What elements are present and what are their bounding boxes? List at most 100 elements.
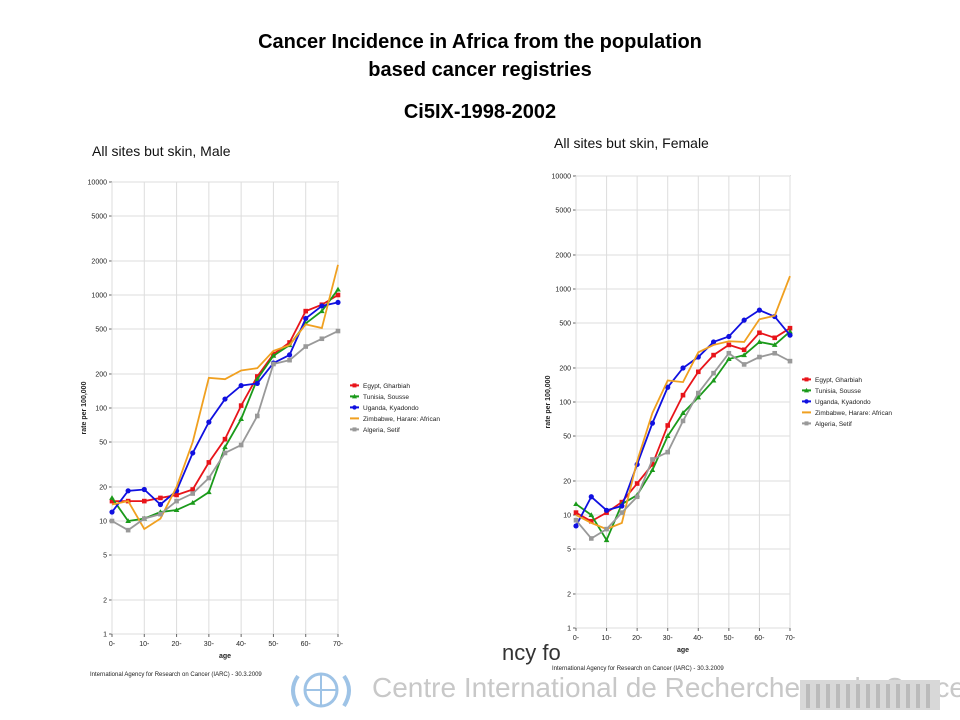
data-point-algeria-setif xyxy=(711,370,716,376)
data-point-algeria-setif xyxy=(141,516,147,521)
legend-marker-uganda-kyadondo xyxy=(352,405,357,410)
legend-label-uganda-kyadondo: Uganda, Kyadondo xyxy=(363,405,419,412)
y-tick-label: 1000 xyxy=(91,293,107,300)
legend-marker-egypt-gharbiah xyxy=(352,383,357,388)
data-point-tunisia-sousse xyxy=(270,352,277,358)
legend-marker-algeria-setif xyxy=(352,427,357,432)
data-point-egypt-gharbiah xyxy=(634,481,640,486)
data-point-egypt-gharbiah xyxy=(174,492,179,498)
data-point-tunisia-sousse xyxy=(741,352,747,358)
x-tick-label: 60- xyxy=(301,641,312,648)
x-tick-label: 60- xyxy=(754,635,765,642)
data-point-algeria-setif xyxy=(125,527,131,533)
data-point-uganda-kyadondo xyxy=(238,382,244,389)
data-point-egypt-gharbiah xyxy=(303,308,309,314)
x-tick-label: 30- xyxy=(204,641,215,648)
data-point-tunisia-sousse xyxy=(238,416,244,421)
x-tick-label: 0- xyxy=(573,635,580,642)
y-tick-label: 2 xyxy=(567,591,571,598)
y-tick-label: 100 xyxy=(95,406,107,413)
legend-marker-egypt-gharbiah xyxy=(804,377,809,382)
data-point-egypt-gharbiah xyxy=(335,292,341,298)
x-tick-label: 50- xyxy=(724,635,735,642)
data-point-algeria-setif xyxy=(206,475,212,481)
chart-female: All sites but skin, Female 1 2 5 10 20 50 100 20… xyxy=(540,128,920,688)
data-point-algeria-setif xyxy=(190,491,196,496)
y-tick-label: 500 xyxy=(95,327,107,334)
data-point-tunisia-sousse xyxy=(726,356,732,362)
data-point-uganda-kyadondo xyxy=(206,419,212,425)
data-point-algeria-setif xyxy=(222,450,228,456)
data-point-algeria-setif xyxy=(665,449,671,455)
x-tick-label: 70- xyxy=(333,641,344,648)
data-point-uganda-kyadondo xyxy=(619,503,625,509)
data-point-egypt-gharbiah xyxy=(695,369,701,375)
data-point-algeria-setif xyxy=(772,350,778,356)
series-line-zimbabwe-harare-african xyxy=(111,264,339,531)
data-point-uganda-kyadondo xyxy=(303,315,309,322)
slide-title-line2: based cancer registries xyxy=(368,59,592,81)
data-point-algeria-setif xyxy=(109,518,115,524)
y-tick-label: 50 xyxy=(99,440,107,447)
data-point-algeria-setif xyxy=(271,361,276,367)
x-tick-label: 0- xyxy=(109,641,116,648)
x-tick-label: 20- xyxy=(172,641,183,648)
data-point-algeria-setif xyxy=(695,390,701,396)
data-point-uganda-kyadondo xyxy=(254,380,260,387)
data-point-tunisia-sousse xyxy=(222,444,228,450)
data-point-uganda-kyadondo xyxy=(649,420,656,426)
legend-marker-algeria-setif xyxy=(804,421,809,426)
slide-subtitle: Ci5IX-1998-2002 xyxy=(403,101,557,123)
y-tick-label: 500 xyxy=(559,321,571,328)
x-tick-label: 20- xyxy=(632,635,643,642)
data-point-algeria-setif xyxy=(573,517,579,523)
x-tick-label: 40- xyxy=(236,641,247,648)
legend-label-egypt-gharbiah: Egypt, Gharbiah xyxy=(815,377,862,384)
data-point-tunisia-sousse xyxy=(254,376,261,382)
data-point-algeria-setif xyxy=(254,413,260,419)
data-point-tunisia-sousse xyxy=(680,410,686,415)
data-point-uganda-kyadondo xyxy=(710,339,717,345)
data-point-egypt-gharbiah xyxy=(141,498,147,504)
chart-title: All sites but skin, Male xyxy=(92,143,231,159)
y-tick-label: 1 xyxy=(567,626,571,633)
data-point-tunisia-sousse xyxy=(125,518,131,523)
data-point-algeria-setif xyxy=(619,510,625,515)
data-point-uganda-kyadondo xyxy=(190,450,196,456)
data-point-egypt-gharbiah xyxy=(680,392,686,398)
x-tick-label: 50- xyxy=(268,641,279,648)
x-tick-label: 10- xyxy=(139,641,150,648)
data-point-algeria-setif xyxy=(303,344,309,349)
legend-label-egypt-gharbiah: Egypt, Gharbiah xyxy=(363,383,410,390)
y-axis-label: rate per 100,000 xyxy=(81,381,88,434)
data-point-egypt-gharbiah xyxy=(109,498,115,504)
data-point-uganda-kyadondo xyxy=(665,384,671,390)
data-point-algeria-setif xyxy=(787,358,793,364)
legend-marker-tunisia-sousse xyxy=(804,387,809,393)
y-axis-label: rate per 100,000 xyxy=(545,375,552,428)
data-point-uganda-kyadondo xyxy=(726,333,732,340)
data-point-uganda-kyadondo xyxy=(573,523,579,529)
data-point-egypt-gharbiah xyxy=(665,423,671,428)
y-tick-label: 5 xyxy=(103,553,107,560)
legend-label-algeria-setif: Algeria, Setif xyxy=(363,427,400,434)
legend-label-tunisia-sousse: Tunisia, Sousse xyxy=(815,388,861,395)
data-point-egypt-gharbiah xyxy=(222,436,228,442)
data-point-uganda-kyadondo xyxy=(787,332,793,338)
legend-marker-uganda-kyadondo xyxy=(804,399,809,404)
data-point-algeria-setif xyxy=(287,357,292,363)
data-point-uganda-kyadondo xyxy=(588,494,594,500)
y-tick-label: 50 xyxy=(563,434,571,441)
data-point-tunisia-sousse xyxy=(771,342,778,347)
data-point-egypt-gharbiah xyxy=(190,487,196,492)
data-point-algeria-setif xyxy=(604,526,609,532)
data-point-tunisia-sousse xyxy=(319,308,325,314)
x-tick-label: 40- xyxy=(693,635,704,642)
y-tick-label: 5000 xyxy=(91,214,107,221)
data-point-egypt-gharbiah xyxy=(726,342,732,348)
chart-male-svg: All sites but skin, Male 1 2 5 10 20 50 100 200 5… xyxy=(81,143,440,678)
data-point-uganda-kyadondo xyxy=(756,307,763,313)
data-point-egypt-gharbiah xyxy=(573,510,579,515)
data-point-tunisia-sousse xyxy=(710,377,717,383)
data-point-uganda-kyadondo xyxy=(603,507,610,513)
